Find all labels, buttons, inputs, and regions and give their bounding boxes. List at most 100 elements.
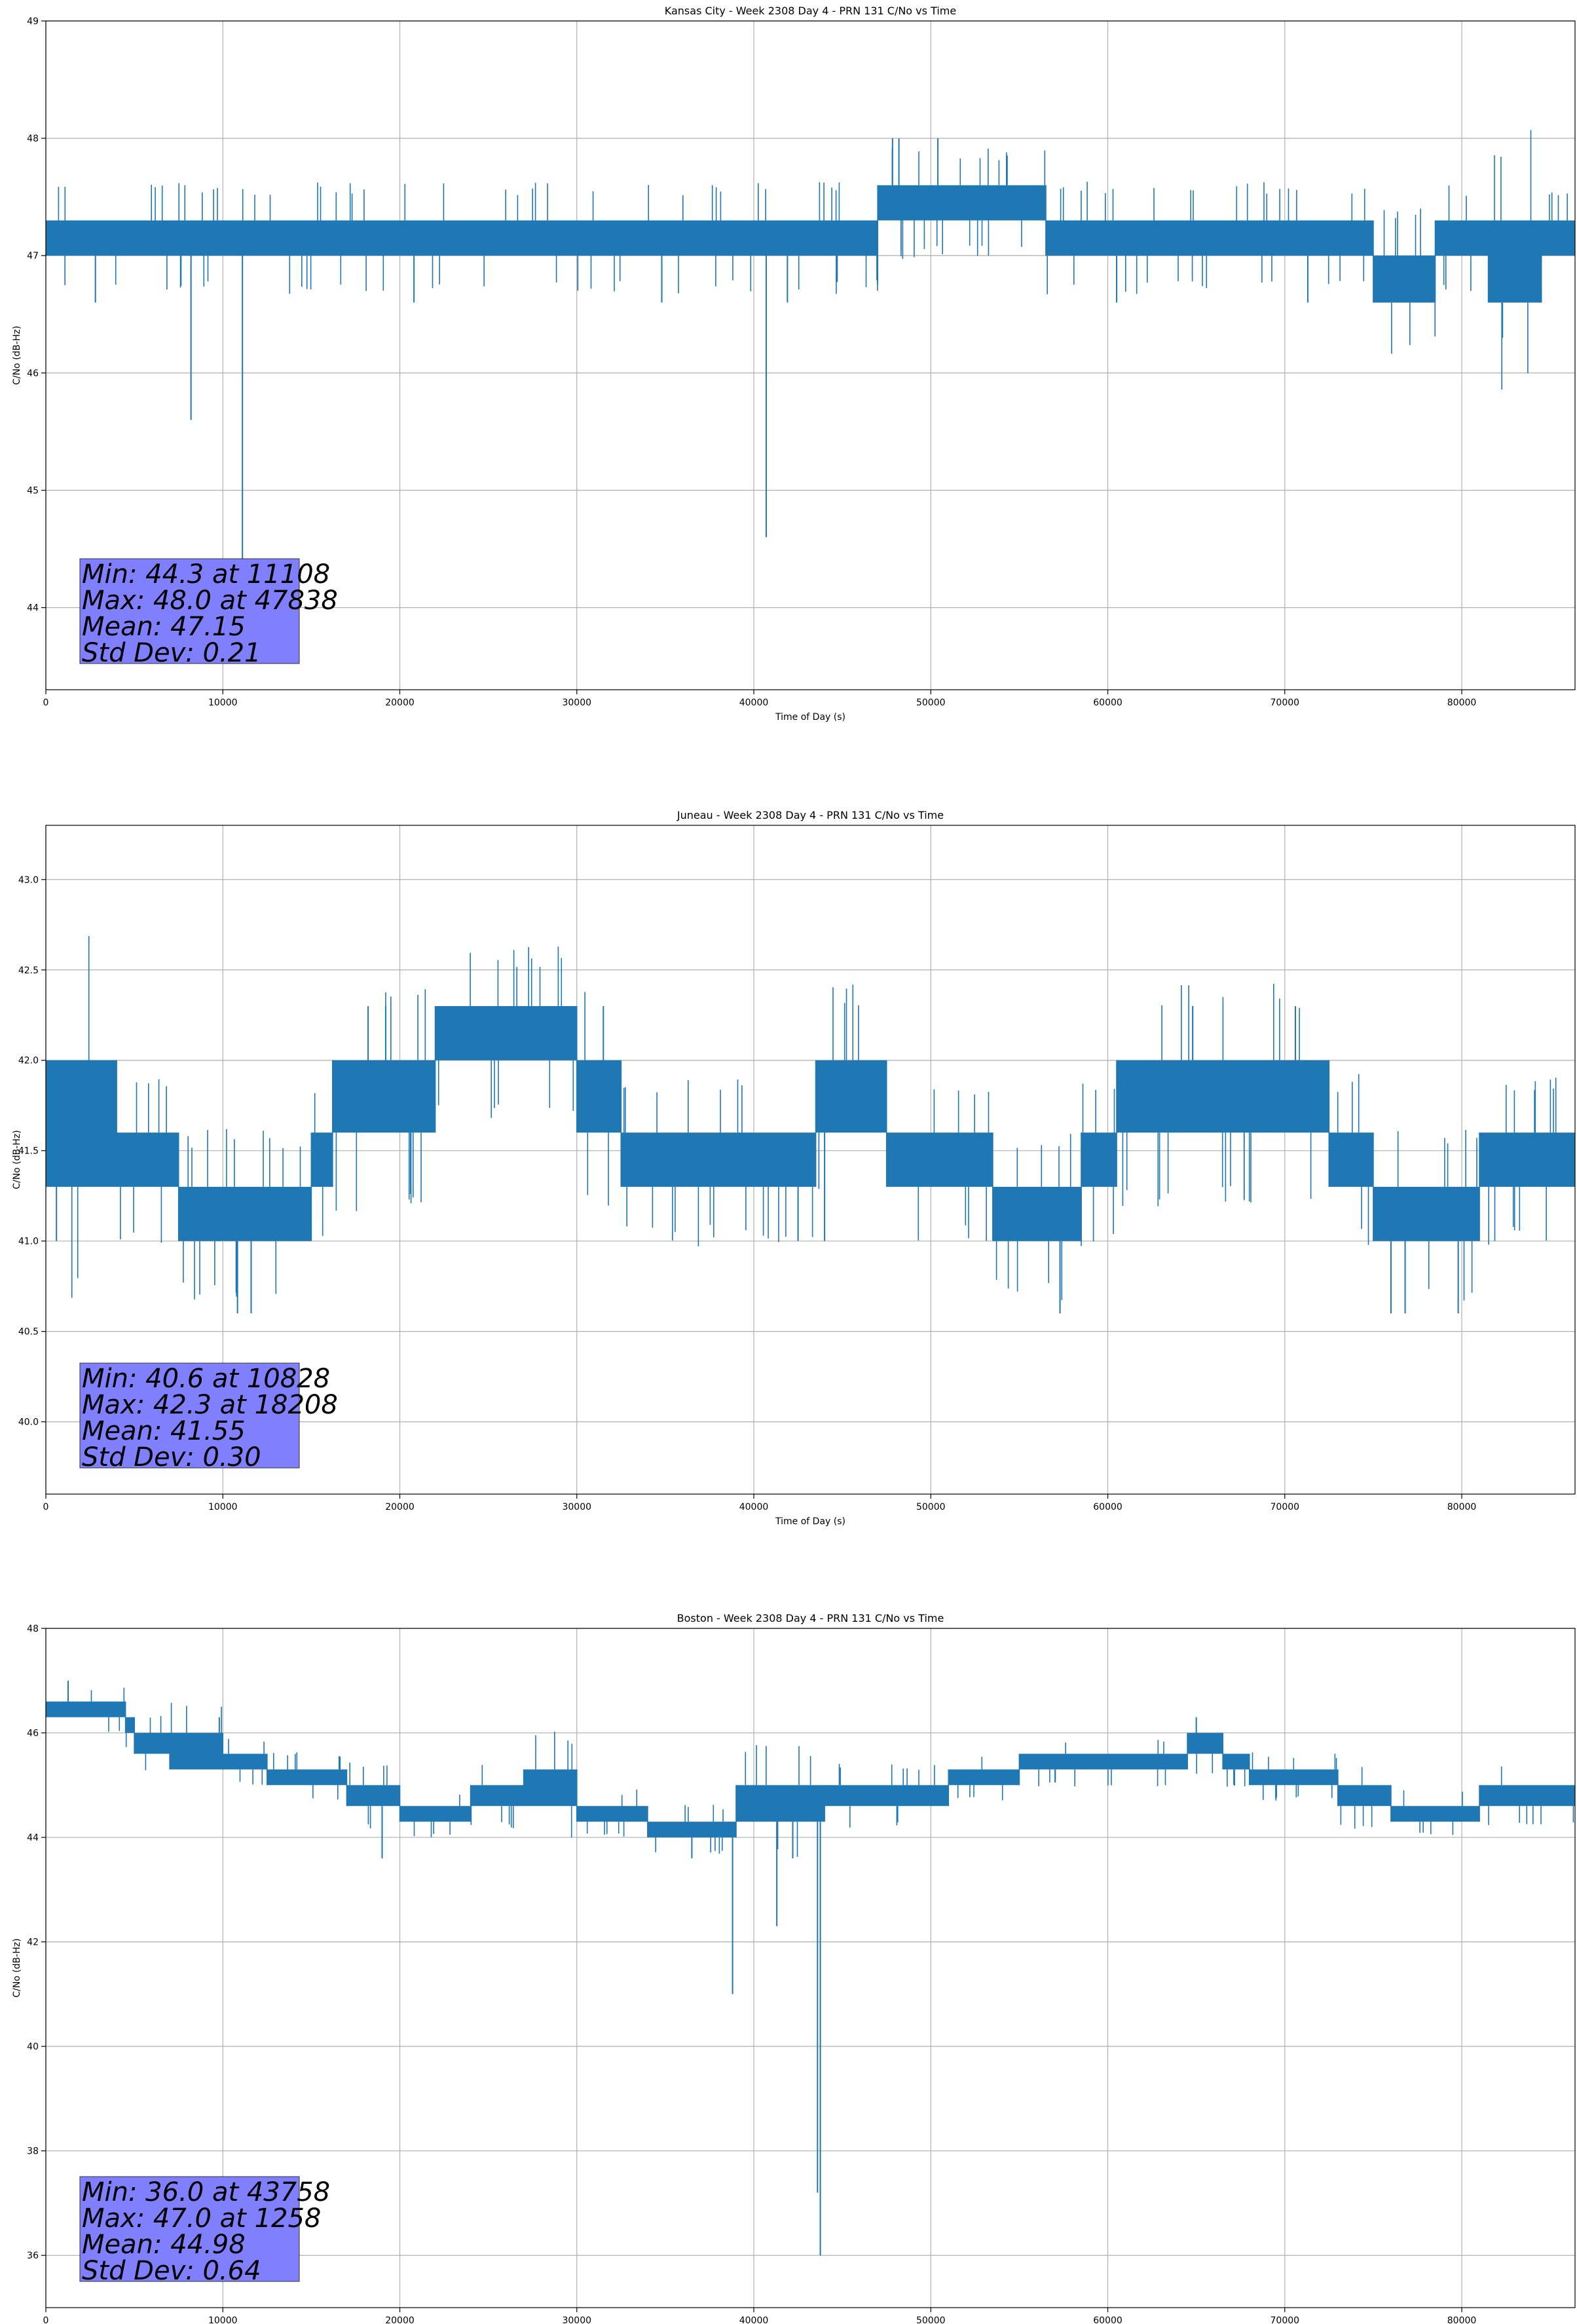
data-band <box>576 1060 622 1133</box>
x-tick-label: 30000 <box>562 698 591 708</box>
x-tick-label: 10000 <box>208 1502 238 1512</box>
stats-line: Min: 40.6 at 10828 <box>82 1364 330 1394</box>
x-tick-label: 10000 <box>208 698 238 708</box>
data-band <box>1081 1133 1117 1187</box>
y-tick-label: 36 <box>27 2251 39 2261</box>
band-excursions <box>1252 1752 1337 1801</box>
band-excursions <box>957 1757 1003 1801</box>
band-excursions <box>1494 130 1532 390</box>
band-excursions <box>1047 181 1365 295</box>
data-band <box>332 1060 436 1133</box>
data-band <box>117 1133 179 1187</box>
band-excursions <box>58 183 218 290</box>
band-excursions <box>71 936 90 1298</box>
stats-line: Std Dev: 0.64 <box>82 2256 261 2286</box>
x-tick-label: 60000 <box>1093 2315 1122 2324</box>
data-band <box>311 1133 333 1187</box>
band-excursions <box>183 1129 301 1300</box>
x-tick-label: 30000 <box>562 2315 591 2324</box>
data-band <box>1435 220 1489 256</box>
band-excursions <box>838 1763 935 1828</box>
data-band <box>735 1785 825 1822</box>
x-tick-label: 50000 <box>916 2315 946 2324</box>
band-excursions <box>170 1702 222 1733</box>
y-tick-label: 44 <box>27 1833 39 1843</box>
band-excursions <box>228 1738 265 1785</box>
y-tick-label: 46 <box>27 1729 39 1739</box>
stats-box-background <box>79 1362 300 1469</box>
plot-frame <box>45 825 1576 1495</box>
band-excursions <box>1549 192 1568 221</box>
plot-frame <box>45 1628 1576 2308</box>
band-excursions <box>918 1089 990 1241</box>
data-band <box>240 220 878 256</box>
band-excursions <box>1403 1790 1463 1835</box>
y-tick-label: 40.0 <box>18 1417 39 1428</box>
band-excursions <box>1443 185 1472 291</box>
band-excursions <box>1122 1005 1169 1207</box>
x-tick-label: 40000 <box>739 1502 769 1512</box>
chart-title: Kansas City - Week 2308 Day 4 - PRN 131 … <box>665 5 956 17</box>
band-excursions <box>1337 1074 1369 1245</box>
y-tick-label: 48 <box>27 134 39 144</box>
band-excursions <box>745 1745 811 1857</box>
stats-line: Mean: 47.15 <box>82 612 246 642</box>
gridlines <box>45 1628 1575 2308</box>
data-band <box>46 1701 126 1717</box>
band-excursions <box>623 1079 813 1246</box>
stats-line: Max: 48.0 at 47838 <box>82 586 338 616</box>
band-excursions <box>1196 1753 1214 1774</box>
data-band <box>576 1806 648 1822</box>
y-axis-label: C/No (dB-Hz) <box>12 1130 22 1189</box>
x-axis: 0 10000 20000 30000 40000 50000 60000 70000 8000… <box>43 1494 1477 1512</box>
band-excursions <box>1383 208 1436 354</box>
data-band <box>46 1060 117 1187</box>
data-band <box>1373 1186 1480 1241</box>
data-band <box>1479 1785 1575 1807</box>
y-tick-label: 41.5 <box>18 1146 39 1157</box>
data-band <box>1329 1133 1373 1187</box>
x-axis: 0 10000 20000 30000 40000 50000 60000 70000 8000… <box>43 2308 1476 2324</box>
chart-title: Juneau - Week 2308 Day 4 - PRN 131 C/No … <box>677 809 944 821</box>
stats-box-background <box>79 558 300 664</box>
x-tick-label: 20000 <box>385 1502 415 1512</box>
x-tick-label: 20000 <box>385 698 415 708</box>
data-band <box>621 1133 816 1187</box>
band-excursions <box>349 1762 388 1829</box>
band-excursions <box>90 1687 125 1732</box>
y-axis: 44 45 46 47 48 49 <box>27 16 46 614</box>
data-series <box>46 936 1575 1314</box>
chart-panel-1: 0 10000 20000 30000 40000 50000 60000 70000 8000… <box>12 5 1576 722</box>
band-excursions <box>1488 1078 1557 1245</box>
band-excursions <box>273 1752 341 1800</box>
y-axis: 40.0 40.5 41.0 41.5 42.0 42.5 43.0 <box>18 875 46 1428</box>
data-band <box>125 1717 135 1733</box>
stats-line: Mean: 44.98 <box>82 2230 246 2260</box>
x-axis-label: Time of Day (s) <box>775 1516 845 1527</box>
data-band <box>134 1733 170 1754</box>
band-excursions <box>1038 1742 1075 1787</box>
x-tick-label: 40000 <box>739 698 769 708</box>
band-excursions <box>995 1134 1071 1300</box>
y-tick-label: 42.0 <box>18 1056 39 1066</box>
x-tick-label: 50000 <box>916 698 946 708</box>
chart-panel-3: 0 10000 20000 30000 40000 50000 60000 70000 8000… <box>12 1612 1576 2324</box>
stats-line: Min: 44.3 at 11108 <box>82 559 330 590</box>
x-tick-label: 70000 <box>1271 698 1300 708</box>
y-tick-label: 47 <box>27 251 39 261</box>
stats-line: Max: 42.3 at 18208 <box>82 1390 338 1420</box>
x-axis-label: Time of Day (s) <box>775 712 845 722</box>
data-band <box>435 1005 577 1060</box>
y-tick-label: 42 <box>27 1938 39 1948</box>
x-tick-label: 0 <box>43 698 49 708</box>
data-band <box>886 1133 993 1187</box>
band-excursions <box>818 984 859 1189</box>
y-tick-label: 40.5 <box>18 1327 39 1338</box>
x-tick-label: 80000 <box>1447 1502 1477 1512</box>
y-tick-label: 43.0 <box>18 875 39 886</box>
data-band <box>878 185 1046 221</box>
